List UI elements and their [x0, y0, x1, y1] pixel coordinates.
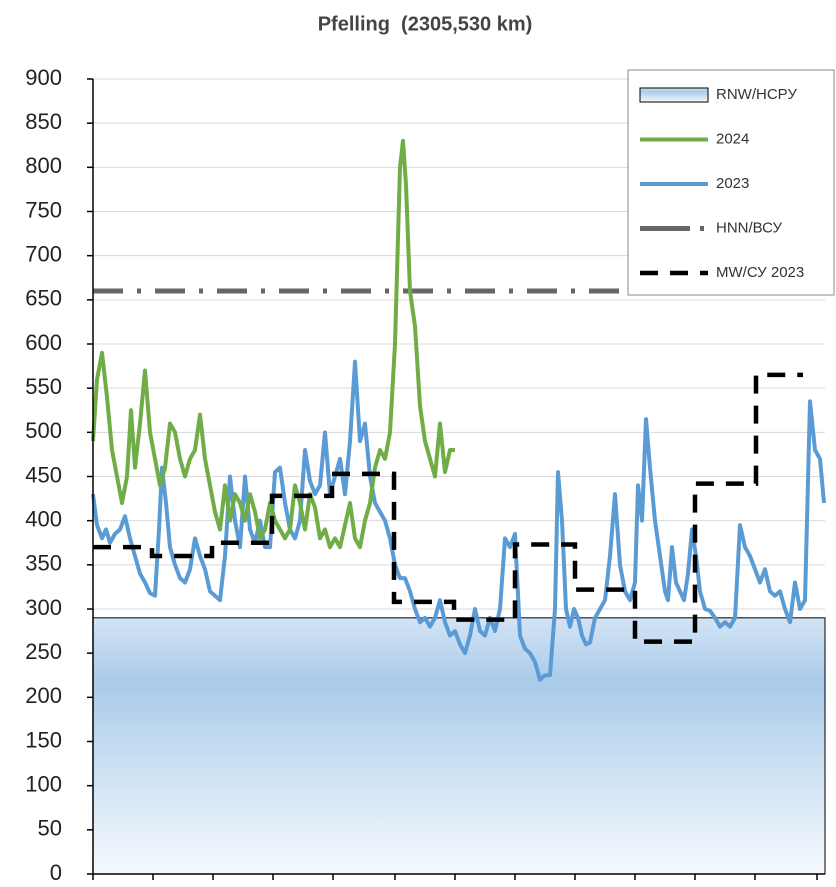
y-tick-label: 700 — [25, 241, 62, 266]
y-tick-label: 100 — [25, 771, 62, 796]
y-tick-label: 750 — [25, 197, 62, 222]
legend-label: MW/СУ 2023 — [716, 264, 804, 281]
y-tick-label: 0 — [50, 860, 62, 885]
chart-title: Pfelling (2305,530 km) — [318, 13, 533, 35]
y-tick-label: 50 — [38, 816, 62, 841]
y-tick-label: 350 — [25, 551, 62, 576]
legend-label: 2024 — [716, 130, 749, 147]
y-tick-label: 850 — [25, 109, 62, 134]
y-tick-label: 200 — [25, 683, 62, 708]
legend-label: HNN/ВСУ — [716, 219, 783, 236]
legend-swatch — [639, 87, 709, 103]
y-tick-label: 650 — [25, 286, 62, 311]
y-tick-label: 600 — [25, 330, 62, 355]
legend-label: RNW/НСРУ — [716, 86, 797, 103]
y-tick-label: 150 — [25, 727, 62, 752]
legend-label: 2023 — [716, 175, 749, 192]
y-tick-label: 500 — [25, 418, 62, 443]
y-tick-label: 250 — [25, 639, 62, 664]
rnw-area — [92, 617, 826, 875]
mw-step-line — [93, 372, 803, 644]
y-tick-label: 800 — [25, 153, 62, 178]
series-line — [91, 359, 826, 682]
y-tick-label: 300 — [25, 595, 62, 620]
y-tick-label: 400 — [25, 506, 62, 531]
y-tick-label: 450 — [25, 462, 62, 487]
y-tick-label: 900 — [25, 65, 62, 90]
y-tick-label: 550 — [25, 374, 62, 399]
series-line — [91, 138, 455, 550]
